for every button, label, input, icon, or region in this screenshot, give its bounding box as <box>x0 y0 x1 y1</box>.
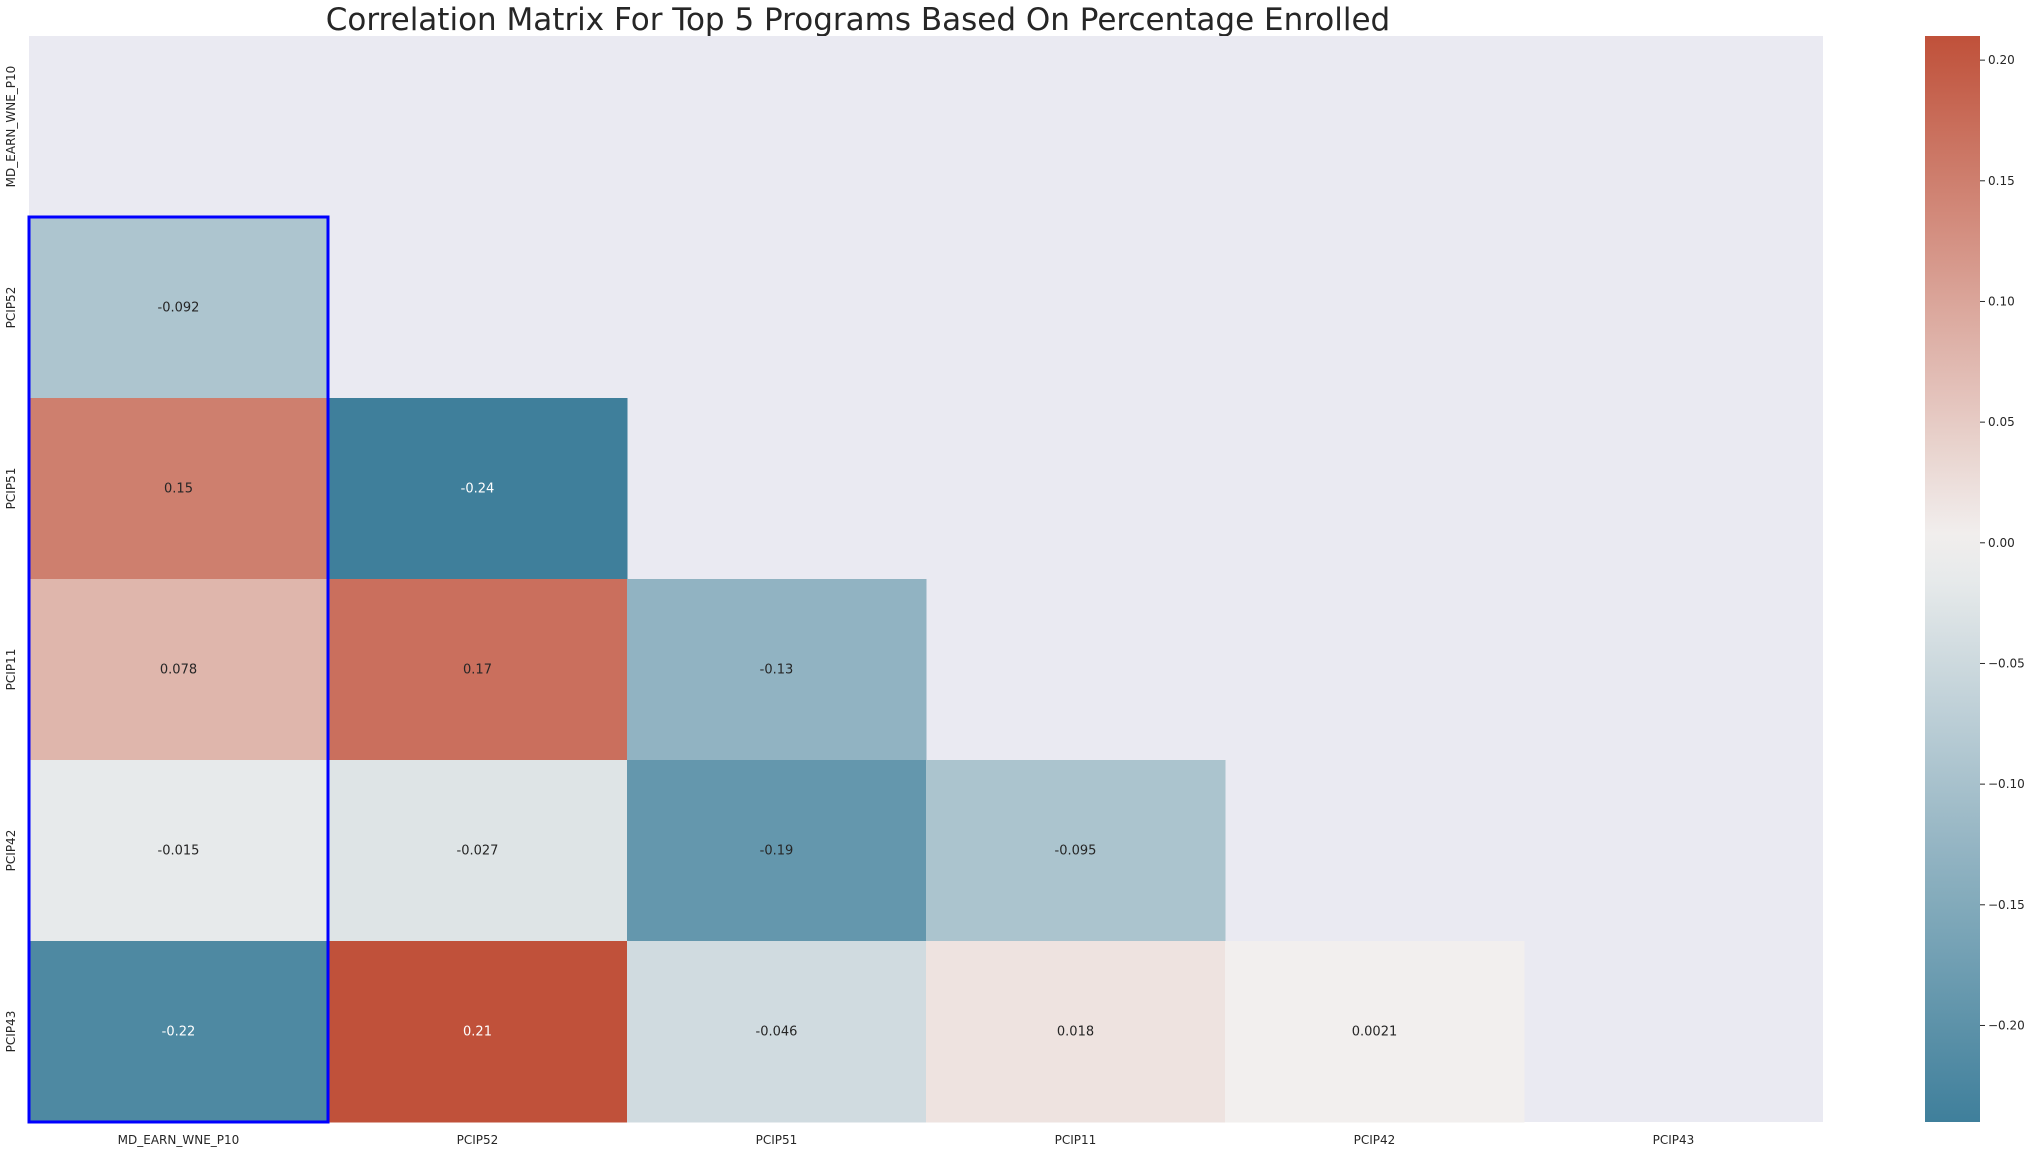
heatmap-cell-pcip52-md_earn_wne_p10 <box>29 217 329 399</box>
x-tick-label: PCIP52 <box>457 1133 499 1147</box>
colorbar-tick-label: 0.20 <box>1988 53 2015 67</box>
x-tick-label: PCIP51 <box>756 1133 798 1147</box>
heatmap-cell-pcip42-pcip11 <box>926 760 1226 942</box>
y-tick-label: PCIP11 <box>4 649 18 691</box>
y-tick-label: PCIP51 <box>4 468 18 510</box>
heatmap-cell-pcip11-pcip51 <box>627 579 927 761</box>
cell-annotation: -0.015 <box>158 844 200 859</box>
cell-annotation: 0.078 <box>160 663 197 678</box>
heatmap-cell-pcip43-pcip51 <box>627 941 927 1123</box>
colorbar-tick-label: 0.00 <box>1988 536 2015 550</box>
colorbar <box>1925 36 1980 1122</box>
heatmap-cell-pcip43-pcip52 <box>328 941 628 1123</box>
cell-annotation: -0.027 <box>457 844 499 859</box>
cell-annotation: 0.17 <box>463 663 492 678</box>
heatmap-cell-pcip11-pcip52 <box>328 579 628 761</box>
colorbar-tick-label: −0.10 <box>1988 777 2025 791</box>
x-tick-label: PCIP11 <box>1055 1133 1097 1147</box>
y-tick-label: MD_EARN_WNE_P10 <box>4 66 18 188</box>
colorbar-ticks: 0.20 0.15 0.10 0.05 0.00 −0.05 −0.10 −0.15 −0.20 <box>1980 53 2025 1032</box>
y-tick-label: PCIP43 <box>4 1011 18 1053</box>
heatmap-cell-pcip42-pcip52 <box>328 760 628 942</box>
heatmap-cell-pcip51-pcip52 <box>328 398 628 580</box>
heatmap-cell-pcip43-md_earn_wne_p10 <box>29 941 329 1123</box>
heatmap-cell-pcip11-md_earn_wne_p10 <box>29 579 329 761</box>
heatmap-cell-pcip43-pcip11 <box>926 941 1226 1123</box>
x-tick-label: PCIP43 <box>1653 1133 1695 1147</box>
x-tick-label: PCIP42 <box>1354 1133 1396 1147</box>
y-tick-label: PCIP42 <box>4 830 18 872</box>
heatmap-cell-pcip42-pcip51 <box>627 760 927 942</box>
heatmap-cell-pcip51-md_earn_wne_p10 <box>29 398 329 580</box>
cell-annotation: -0.13 <box>760 663 794 678</box>
cell-annotation: -0.24 <box>461 482 495 497</box>
y-tick-label: PCIP52 <box>4 287 18 329</box>
x-tick-labels: MD_EARN_WNE_P10 PCIP52 PCIP51 PCIP11 PCIP42 P… <box>118 1133 1695 1147</box>
cell-annotation: -0.095 <box>1055 844 1097 859</box>
x-tick-label: MD_EARN_WNE_P10 <box>118 1133 240 1147</box>
colorbar-tick-label: −0.15 <box>1988 898 2025 912</box>
cell-annotation: 0.0021 <box>1352 1025 1398 1040</box>
heatmap-cell-pcip42-md_earn_wne_p10 <box>29 760 329 942</box>
colorbar-tick-label: 0.10 <box>1988 294 2015 308</box>
highlight-box <box>27 215 330 1124</box>
colorbar-tick-label: −0.20 <box>1988 1018 2025 1032</box>
cell-annotation: -0.046 <box>756 1025 798 1040</box>
colorbar-tick-label: 0.05 <box>1988 415 2015 429</box>
y-tick-labels: MD_EARN_WNE_P10 PCIP52 PCIP51 PCIP11 PCIP42 P… <box>4 66 18 1053</box>
cell-annotation: -0.092 <box>158 301 200 316</box>
cell-annotation: 0.018 <box>1057 1025 1094 1040</box>
cell-annotations: -0.092 0.15 -0.24 0.078 0.17 -0.13 -0.015 -0.02… <box>158 301 1398 1040</box>
colorbar-tick-label: −0.05 <box>1988 656 2025 670</box>
colorbar-tick-label: 0.15 <box>1988 174 2015 188</box>
cell-annotation: -0.19 <box>760 844 794 859</box>
cell-annotation: -0.22 <box>162 1025 196 1040</box>
cell-annotation: 0.15 <box>164 482 193 497</box>
heatmap-cell-pcip43-pcip42 <box>1225 941 1525 1123</box>
cell-annotation: 0.21 <box>463 1025 492 1040</box>
heatmap-cells <box>29 217 1525 1123</box>
chart-title: Correlation Matrix For Top 5 Programs Ba… <box>326 2 1391 38</box>
